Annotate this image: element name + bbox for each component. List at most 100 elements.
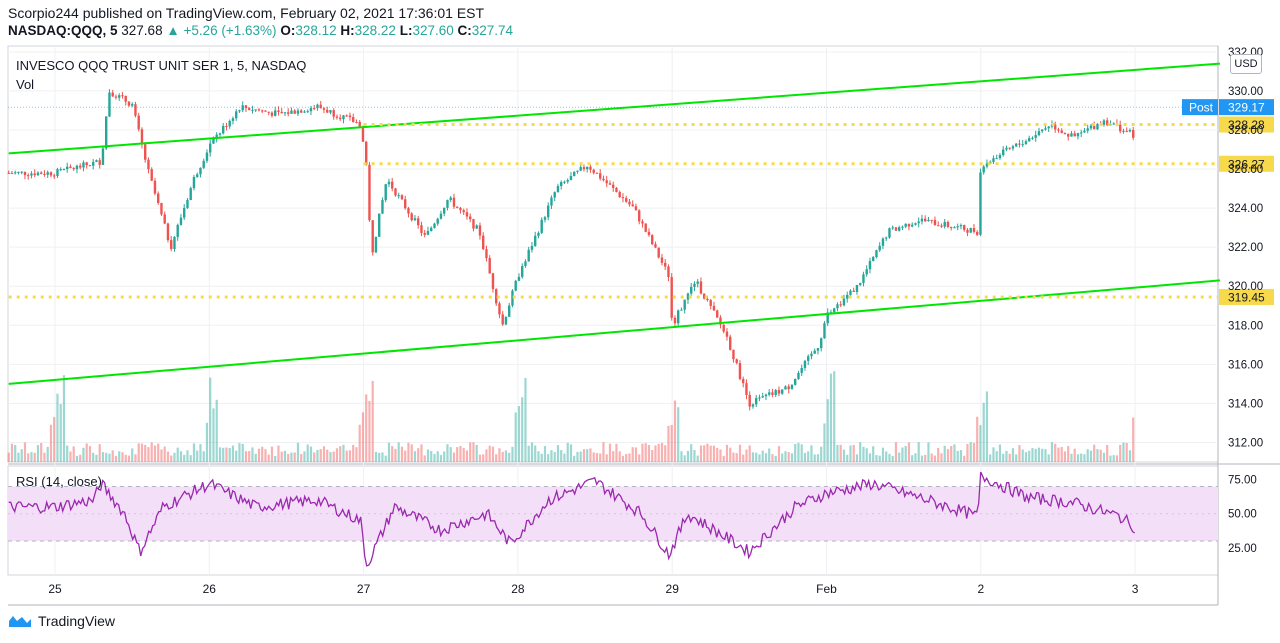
last-price: 327.68 [121, 23, 163, 38]
candle-body [826, 312, 829, 324]
y-tick-label: 314.00 [1228, 398, 1263, 410]
volume-bar [1086, 449, 1089, 462]
symbol-name[interactable]: NASDAQ:QQQ, 5 [8, 23, 118, 38]
volume-bar [251, 447, 254, 462]
candle-body [66, 166, 69, 170]
candle-body [946, 221, 950, 227]
volume-bar [192, 443, 196, 462]
volume-bar [498, 448, 501, 462]
volume-bar [368, 400, 371, 462]
candle-body [157, 193, 160, 203]
candle-body [449, 197, 452, 200]
level-price-label: 328.28 [1228, 118, 1265, 132]
candle-body [420, 225, 423, 233]
candle-body [186, 200, 189, 208]
volume-bar [1031, 448, 1034, 462]
volume-bar [400, 446, 404, 462]
volume-bar [381, 452, 384, 462]
candle-body [391, 181, 394, 189]
candle-body [131, 104, 134, 106]
candle-body [543, 217, 547, 220]
volume-bar [306, 444, 309, 462]
x-tick-label: Feb [816, 582, 837, 596]
volume-bar [231, 445, 235, 462]
candle-body [885, 237, 888, 239]
candle-body [716, 310, 719, 318]
volume-bar [1115, 455, 1119, 462]
volume-bar [1044, 449, 1047, 462]
volume-bar [374, 451, 378, 462]
candle-body [485, 249, 488, 259]
candle-body [924, 218, 927, 222]
candle-body [660, 257, 664, 263]
candle-body [589, 166, 592, 170]
candle-body [1024, 141, 1028, 145]
candle-body [794, 378, 797, 385]
volume-bar [898, 452, 901, 462]
volume-bar [907, 442, 911, 462]
volume-bar [836, 444, 839, 462]
candle-body [53, 175, 56, 177]
candle-body [394, 188, 397, 196]
volume-bar [859, 442, 862, 462]
candle-body [1112, 123, 1115, 125]
currency-button[interactable]: USD [1230, 54, 1262, 74]
candle-body [69, 166, 72, 169]
volume-bar [1099, 449, 1102, 462]
volume-bar [170, 455, 173, 462]
volume-bar [1057, 447, 1060, 462]
volume-bar [179, 451, 183, 462]
rsi-y-tick-label: 50.00 [1228, 509, 1257, 521]
main-panel-title: INVESCO QQQ TRUST UNIT SER 1, 5, NASDAQ [16, 58, 307, 73]
volume-bar [410, 444, 413, 462]
candle-body [514, 280, 517, 291]
candle-body [1102, 120, 1106, 125]
volume-bar [569, 444, 573, 462]
volume-bar [261, 446, 264, 462]
volume-bar [706, 443, 709, 462]
volume-bar [485, 449, 488, 462]
volume-bar [703, 445, 706, 462]
candle-body [800, 367, 803, 373]
trendline [8, 62, 1221, 155]
candle-body [101, 148, 105, 165]
candle-body [98, 160, 101, 165]
candle-body [985, 163, 989, 167]
candle-body [147, 159, 150, 170]
candle-body [7, 172, 10, 174]
candle-body [1011, 146, 1015, 149]
candle-body [459, 207, 462, 211]
candle-body [729, 336, 732, 350]
candle-body [787, 386, 790, 390]
candle-body [758, 397, 761, 399]
y-tick-label: 322.00 [1228, 242, 1263, 254]
volume-bar [933, 455, 937, 462]
candle-body [205, 152, 209, 161]
volume-bar [972, 442, 976, 462]
volume-bar [335, 448, 339, 462]
post-price-tag [1219, 99, 1274, 116]
candle-body [300, 110, 303, 113]
volume-bar [280, 451, 283, 462]
volume-bar [322, 446, 326, 462]
candle-body [537, 232, 540, 236]
candle-body [49, 172, 53, 176]
volume-bar [813, 454, 816, 462]
candle-body [1067, 133, 1070, 137]
volume-bar [803, 452, 807, 462]
candle-body [1037, 131, 1041, 136]
volume-bar [105, 452, 108, 462]
candle-body [423, 232, 426, 235]
volume-bar [732, 452, 735, 462]
volume-bar [686, 450, 690, 462]
volume-bar [264, 449, 267, 462]
candle-body [322, 108, 326, 110]
volume-bar [326, 449, 329, 462]
volume-bar [959, 450, 963, 462]
candles [7, 89, 1135, 411]
tradingview-logo-icon [9, 616, 31, 627]
candle-body [111, 92, 114, 97]
volume-bar [378, 452, 381, 462]
x-tick-label: 26 [203, 582, 217, 596]
